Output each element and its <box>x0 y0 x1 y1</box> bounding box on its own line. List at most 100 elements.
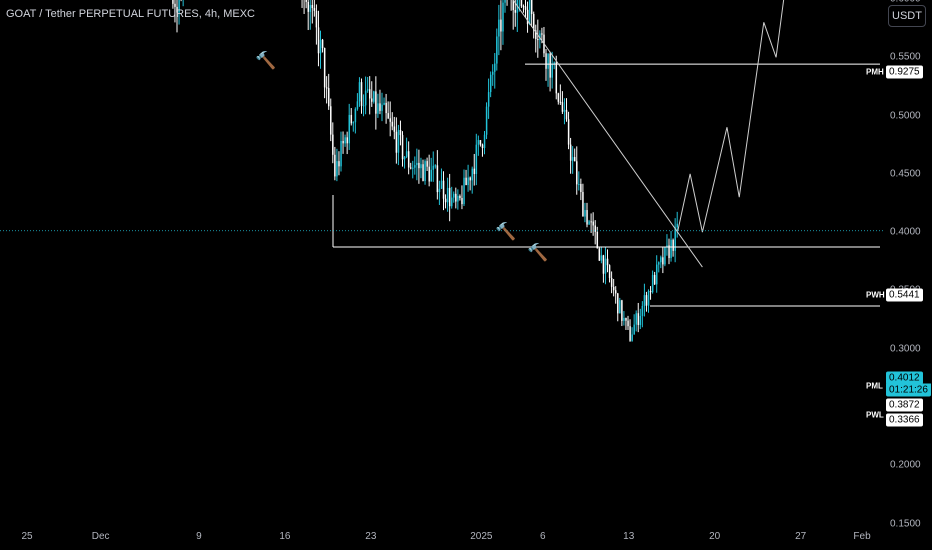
candle-body <box>477 140 480 145</box>
candle-body <box>582 192 584 217</box>
candle-body <box>375 91 377 114</box>
x-tick-label: 2025 <box>470 531 493 542</box>
pwl-price-tag: 0.3366 <box>886 413 923 427</box>
candle-body <box>467 177 469 186</box>
candle-body <box>430 169 432 182</box>
candle-body <box>535 30 537 40</box>
candle-body <box>397 130 400 153</box>
candle-body <box>549 53 551 78</box>
candle-body <box>330 106 332 135</box>
candle-body <box>358 82 361 102</box>
candle-body <box>321 39 324 49</box>
candle-body <box>178 0 180 13</box>
candle-body <box>174 3 176 7</box>
candle-body <box>586 210 588 225</box>
candle-body <box>403 156 406 160</box>
candle-body <box>407 151 410 168</box>
candle-body <box>520 0 523 7</box>
candle-body <box>356 101 359 109</box>
candle-body <box>576 161 578 185</box>
candle-body <box>592 221 594 226</box>
candle-body <box>502 2 504 32</box>
x-tick-label: 25 <box>21 531 33 542</box>
chart-title: GOAT / Tether PERPETUAL FUTURES, 4h, MEX… <box>6 8 255 20</box>
candle-body <box>369 89 371 99</box>
candle-body <box>514 10 517 13</box>
candle-body <box>377 103 379 114</box>
candle-body <box>496 36 498 64</box>
candle-body <box>446 187 449 203</box>
hammer-icon: 🔨 <box>255 51 277 70</box>
candle-body <box>664 247 666 265</box>
candle-body <box>389 118 391 122</box>
projection-path[interactable] <box>677 0 825 233</box>
candle-body <box>436 165 439 193</box>
candle-body <box>342 140 344 144</box>
candle-body <box>610 277 613 287</box>
candle-body <box>309 4 312 12</box>
last-price-tag: 0.4012 <box>886 371 923 385</box>
candle-body <box>371 98 373 102</box>
candle-body <box>440 180 443 189</box>
pwh-label: PWH <box>866 290 885 300</box>
candle-body <box>541 33 543 35</box>
candle-body <box>319 39 322 54</box>
candle-body <box>481 144 484 149</box>
candle-body <box>354 108 357 123</box>
candle-body <box>475 144 478 175</box>
candle-body <box>660 257 662 263</box>
candle-body <box>334 154 336 177</box>
candle-body <box>414 165 416 168</box>
candle-body <box>602 255 605 274</box>
candle-body <box>559 101 562 103</box>
candle-body <box>487 92 490 107</box>
candle-body <box>662 257 664 265</box>
candle-body <box>451 197 453 207</box>
candle-body <box>328 88 330 107</box>
candle-body <box>631 334 633 341</box>
candle-body <box>442 180 445 199</box>
x-tick-label: 16 <box>279 531 291 542</box>
candle-body <box>598 248 601 261</box>
candle-body <box>432 165 435 170</box>
candle-body <box>645 295 648 306</box>
candle-body <box>448 187 451 207</box>
candle-body <box>578 184 580 186</box>
candle-body <box>606 258 609 266</box>
candle-body <box>457 195 459 202</box>
candle-body <box>656 264 658 285</box>
candle-body <box>658 262 660 265</box>
candle-body <box>459 195 461 198</box>
candle-body <box>338 161 340 167</box>
candle-body <box>412 167 414 169</box>
candle-body <box>608 265 611 278</box>
candle-body <box>649 290 652 293</box>
candle-body <box>416 162 418 166</box>
candle-body <box>584 210 586 217</box>
trend-line[interactable] <box>248 0 703 268</box>
candle-body <box>401 135 404 160</box>
candle-body <box>635 313 637 325</box>
y-tick-label: 0.4500 <box>890 168 921 180</box>
candle-body <box>395 131 398 153</box>
candle-body <box>492 71 494 75</box>
candle-body <box>387 113 389 119</box>
candle-body <box>590 221 592 223</box>
candle-body <box>522 6 525 8</box>
candle-body <box>633 324 635 335</box>
candle-body <box>176 6 178 13</box>
candle-body <box>352 122 355 124</box>
candle-body <box>350 114 353 124</box>
candle-body <box>373 91 375 102</box>
candle-body <box>530 0 533 14</box>
currency-button[interactable]: USDT <box>888 5 926 27</box>
candle-body <box>629 326 631 341</box>
candle-body <box>653 274 656 285</box>
candle-body <box>393 126 396 132</box>
candle-body <box>512 0 514 11</box>
candle-body <box>666 245 668 248</box>
candle-body <box>528 0 531 25</box>
candle-body <box>571 157 574 161</box>
x-tick-label: Dec <box>91 531 110 542</box>
